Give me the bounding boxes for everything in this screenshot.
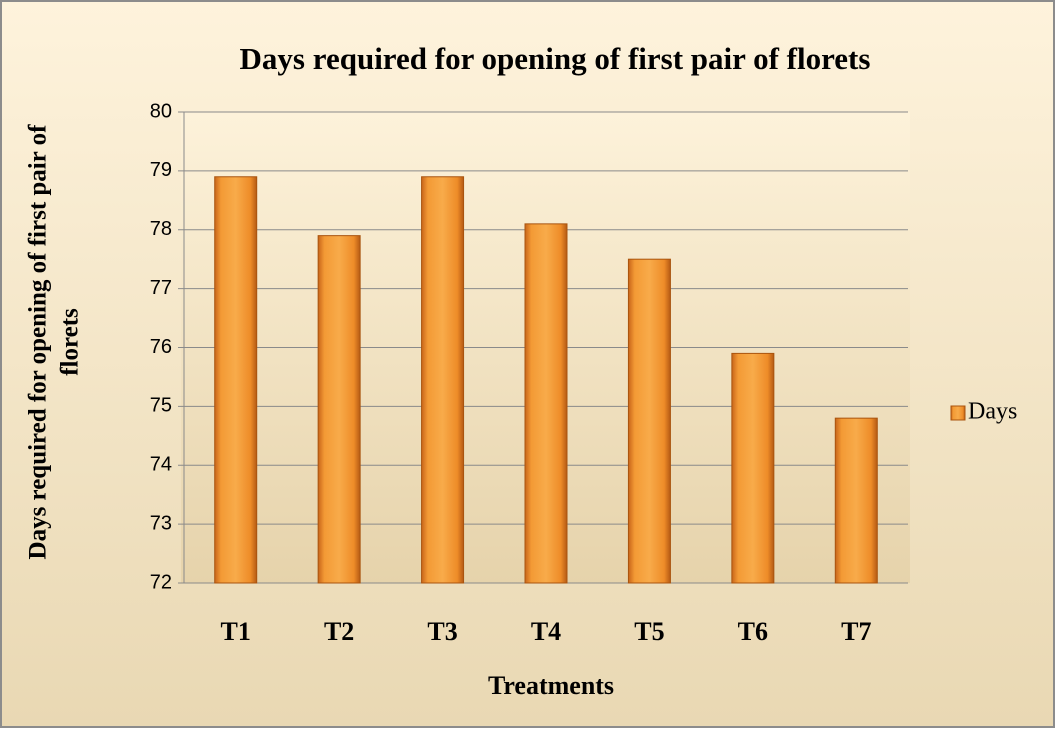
bar	[421, 176, 465, 584]
y-tick-label: 73	[150, 512, 172, 534]
y-tick-label: 72	[150, 571, 172, 593]
y-tick-label: 74	[150, 454, 172, 476]
y-tick-label: 80	[150, 100, 172, 122]
x-tick-label: T7	[841, 617, 871, 646]
bar	[627, 258, 671, 584]
y-tick-label: 75	[150, 395, 172, 417]
legend-label: Days	[968, 399, 1017, 425]
legend-swatch	[950, 405, 966, 421]
y-tick-label: 76	[150, 336, 172, 358]
y-tick-label: 78	[150, 218, 172, 240]
bar	[731, 352, 775, 584]
x-tick-label: T2	[324, 617, 354, 646]
x-tick-label: T6	[738, 617, 768, 646]
x-tick-label: T1	[221, 617, 251, 646]
bar	[214, 176, 258, 584]
x-tick-label: T4	[531, 617, 561, 646]
chart-title: Days required for opening of first pair …	[240, 41, 871, 76]
y-tick-label: 77	[150, 277, 172, 299]
y-tick-label: 79	[150, 159, 172, 181]
bar	[834, 417, 878, 584]
y-axis-title: Days required for opening of first pair …	[25, 124, 52, 560]
bar	[524, 223, 568, 584]
x-tick-label: T5	[634, 617, 664, 646]
x-axis-title: Treatments	[488, 671, 614, 700]
y-axis-title: florets	[57, 308, 84, 376]
bar	[317, 235, 361, 584]
x-tick-label: T3	[427, 617, 457, 646]
